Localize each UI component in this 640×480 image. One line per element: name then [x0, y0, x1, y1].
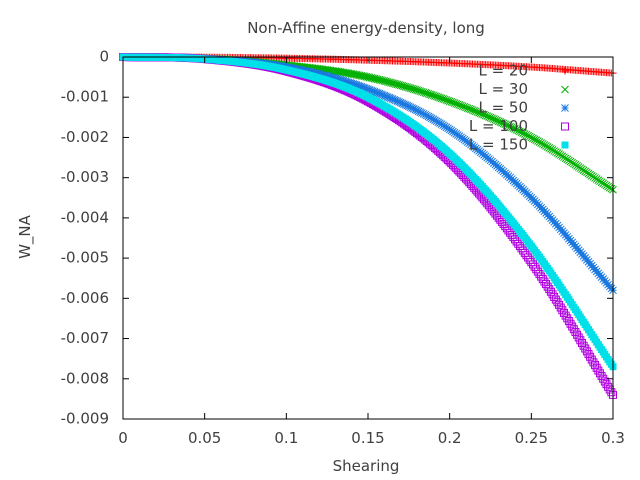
data-point [360, 84, 369, 92]
data-point [388, 95, 397, 103]
legend-label: L = 100 [469, 117, 528, 135]
data-point [349, 80, 358, 88]
y-tick-label: 0 [99, 48, 109, 66]
y-tick-label: -0.004 [61, 208, 109, 226]
y-tick-label: -0.002 [61, 128, 109, 146]
data-point [404, 102, 413, 111]
data-point [403, 101, 412, 110]
data-point [400, 100, 408, 108]
data-point [364, 85, 372, 94]
legend-marker [561, 67, 569, 75]
data-point [352, 81, 361, 89]
legend-item-5: L = 150 [469, 136, 569, 154]
data-point [390, 95, 398, 104]
chart-title: Non-Affine energy-density, long [247, 19, 485, 37]
axes: 0 0.05 0.1 0.15 0.2 0.25 0.3 0 -0.001 -0.002 -0.00… [61, 48, 625, 448]
legend-marker [561, 104, 569, 112]
legend-marker [561, 85, 569, 94]
data-point [607, 388, 616, 397]
data-point [409, 104, 418, 113]
data-point [395, 98, 403, 106]
legend-item-1: L = 20 [478, 62, 569, 80]
data-point [378, 91, 387, 99]
data-point [370, 87, 379, 96]
legend-label: L = 20 [478, 62, 528, 80]
data-point [339, 76, 348, 85]
y-tick-label: -0.009 [61, 410, 109, 428]
legend-label: L = 30 [478, 80, 528, 98]
data-point [377, 90, 385, 99]
data-point [421, 110, 430, 119]
data-point [344, 78, 353, 87]
data-point [372, 88, 381, 97]
data-point [347, 79, 356, 88]
y-tick-label: -0.005 [61, 249, 109, 267]
data-point [373, 89, 382, 97]
x-tick-label: 0.3 [601, 429, 625, 447]
y-tick-label: -0.008 [61, 369, 109, 387]
y-axis-label: W_NA [16, 214, 35, 259]
data-point [365, 85, 374, 94]
y-tick-label: -0.006 [61, 289, 109, 307]
x-tick-label: 0.15 [351, 429, 384, 447]
data-point [355, 71, 364, 80]
data-point [383, 93, 392, 101]
data-point [382, 92, 390, 101]
data-point [408, 104, 416, 112]
data-point [424, 112, 433, 121]
data-point [406, 103, 415, 112]
data-point [411, 105, 420, 114]
data-point [355, 82, 364, 91]
data-point [346, 78, 354, 87]
data-point [380, 91, 389, 100]
x-tick-label: 0 [118, 429, 128, 447]
y-tick-label: -0.007 [61, 329, 109, 347]
x-axis-label: Shearing [333, 457, 400, 475]
data-point [357, 82, 366, 91]
data-point [422, 111, 431, 120]
x-tick-label: 0.1 [274, 429, 298, 447]
data-point [375, 89, 384, 98]
data-point [351, 70, 359, 79]
data-point [401, 101, 410, 109]
legend-marker [561, 141, 569, 149]
legend-item-3: L = 50 [478, 99, 569, 117]
legend-label: L = 50 [478, 99, 528, 117]
data-point [387, 94, 395, 103]
data-point [396, 98, 405, 107]
data-point [385, 93, 394, 102]
data-point [416, 108, 425, 116]
data-point [351, 80, 359, 89]
data-point [369, 87, 377, 95]
data-point [352, 70, 361, 79]
x-tick-label: 0.05 [188, 429, 221, 447]
x-tick-label: 0.25 [515, 429, 548, 447]
data-point [341, 77, 349, 86]
data-point [359, 83, 367, 92]
y-tick-label: -0.001 [61, 88, 109, 106]
data-point [357, 71, 366, 80]
data-point [419, 109, 428, 118]
legend-label: L = 150 [469, 136, 528, 154]
data-point [362, 84, 371, 93]
legend-item-4: L = 100 [469, 117, 569, 135]
legend-marker [561, 122, 569, 131]
data-point [354, 71, 363, 79]
y-tick-label: -0.003 [61, 168, 109, 186]
data-point [413, 106, 421, 115]
data-point [391, 96, 400, 105]
data-point [342, 77, 351, 86]
data-point [367, 86, 376, 95]
data-point [398, 99, 407, 108]
data-point [393, 97, 402, 106]
data-point [418, 109, 426, 117]
x-tick-label: 0.2 [438, 429, 462, 447]
data-point [414, 107, 423, 116]
data-point [354, 81, 363, 90]
legend-item-2: L = 30 [478, 80, 569, 98]
